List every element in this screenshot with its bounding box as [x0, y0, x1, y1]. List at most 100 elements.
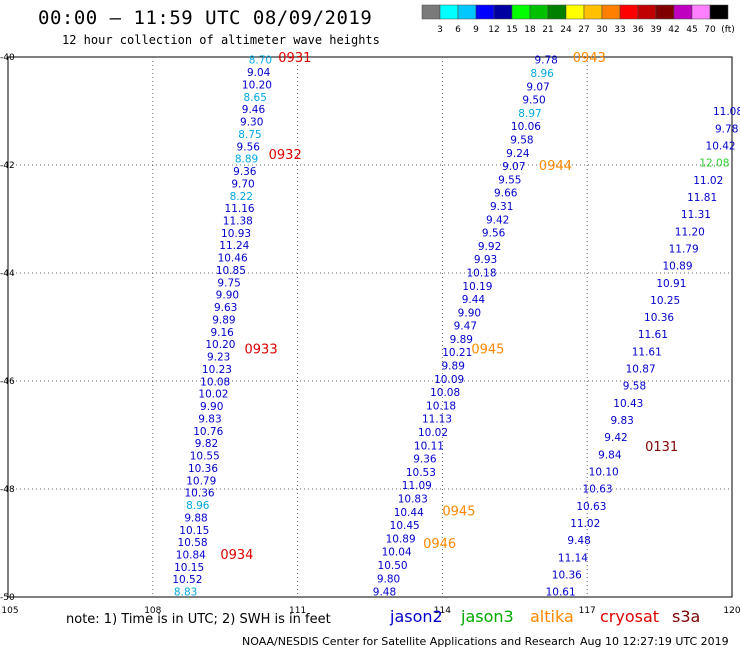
- wave-height-label: 9.89: [442, 361, 465, 373]
- legend-item-jason3: jason3: [461, 607, 514, 626]
- x-tick-label: 117: [579, 606, 596, 616]
- wave-height-label: 11.31: [681, 209, 711, 221]
- legend-item-cryosat: cryosat: [600, 607, 660, 626]
- wave-height-label: 9.75: [217, 277, 240, 289]
- wave-height-label: 9.16: [210, 327, 234, 339]
- colorbar-swatch: [565, 4, 585, 20]
- y-tick-label: -46: [0, 377, 15, 387]
- wave-height-label: 10.08: [200, 376, 230, 388]
- wave-height-label: 9.88: [184, 512, 207, 524]
- wave-height-label: 10.58: [178, 537, 208, 549]
- wave-height-label: 9.30: [240, 117, 263, 129]
- wave-height-label: 10.19: [462, 281, 492, 293]
- x-tick-label: 108: [144, 606, 161, 616]
- wave-height-label: 9.07: [526, 81, 549, 93]
- x-tick-label: 111: [289, 606, 306, 616]
- wave-height-label: 11.24: [219, 240, 249, 252]
- time-label: 0934: [220, 548, 253, 563]
- colorbar-label: 6: [455, 25, 461, 35]
- wave-height-label: 9.93: [474, 254, 497, 266]
- wave-height-label: 10.06: [511, 121, 541, 133]
- wave-height-label: 8.75: [238, 129, 261, 141]
- wave-height-label: 9.24: [506, 148, 530, 160]
- wave-height-label: 11.79: [669, 243, 699, 255]
- time-label: 0944: [539, 159, 572, 174]
- wave-height-label: 8.96: [186, 500, 210, 512]
- wave-height-label: 11.14: [558, 552, 588, 564]
- footer-credit: NOAA/NESDIS Center for Satellite Applica…: [242, 635, 576, 648]
- colorbar-legend: 3 6 9 12 15 18 21 24 27 30 33 36 39 42 45 70 (ft): [421, 4, 735, 35]
- satellite-tracks: 8.709.0410.208.659.469.308.759.568.899.3…: [172, 51, 740, 599]
- wave-height-label: 9.89: [212, 314, 235, 326]
- y-tick-label: -44: [0, 269, 15, 279]
- wave-height-label: 10.11: [414, 440, 444, 452]
- wave-height-label: 11.16: [225, 203, 255, 215]
- colorbar-swatch: [475, 4, 495, 20]
- wave-height-label: 10.87: [626, 364, 656, 376]
- time-label: 0945: [471, 343, 504, 358]
- wave-height-label: 10.36: [188, 463, 218, 475]
- colorbar-swatch: [619, 4, 639, 20]
- x-tick-label: 120: [723, 606, 740, 616]
- legend-item-altika: altika: [530, 607, 574, 626]
- page-subtitle: 12 hour collection of altimeter wave hei…: [62, 33, 380, 47]
- wave-height-label: 10.85: [216, 265, 246, 277]
- x-tick-label: 114: [434, 606, 451, 616]
- wave-height-label: 8.89: [235, 154, 258, 166]
- colorbar-label: 27: [578, 25, 589, 35]
- time-label: 0933: [245, 343, 278, 358]
- wave-height-label: 9.58: [623, 381, 646, 393]
- wave-height-label: 9.90: [458, 307, 481, 319]
- wave-height-label: 9.66: [494, 188, 518, 200]
- colorbar-label: 18: [524, 25, 536, 35]
- footer-note: note: 1) Time is in UTC; 2) SWH is in fe…: [66, 612, 331, 627]
- time-label: 0931: [278, 51, 311, 66]
- wave-height-label: 9.82: [195, 438, 218, 450]
- wave-height-label: 10.93: [221, 228, 251, 240]
- colorbar-swatch: [529, 4, 549, 20]
- wave-height-label: 9.48: [567, 535, 590, 547]
- wave-height-label: 10.63: [576, 501, 606, 513]
- colorbar-swatch: [709, 4, 729, 20]
- wave-height-label: 10.25: [650, 295, 680, 307]
- legend-item-s3a: s3a: [672, 607, 701, 626]
- colorbar-swatch: [673, 4, 693, 20]
- wave-height-label: 9.55: [498, 174, 521, 186]
- wave-height-label: 9.70: [231, 178, 254, 190]
- colorbar-swatch: [421, 4, 441, 20]
- colorbar-label: 15: [506, 25, 517, 35]
- wave-height-label: 9.31: [490, 201, 513, 213]
- wave-height-label: 10.52: [172, 574, 202, 586]
- wave-height-label: 11.61: [632, 346, 662, 358]
- wave-height-label: 10.36: [185, 488, 215, 500]
- colorbar-swatch: [547, 4, 567, 20]
- wave-height-label: 9.92: [478, 241, 501, 253]
- wave-height-label: 10.89: [386, 533, 416, 545]
- wave-height-label: 9.44: [462, 294, 486, 306]
- wave-height-label: 11.38: [223, 216, 253, 228]
- colorbar-label: (ft): [721, 25, 735, 35]
- wave-height-label: 8.96: [530, 68, 554, 80]
- wave-height-label: 9.58: [510, 134, 533, 146]
- wave-height-label: 9.46: [242, 104, 266, 116]
- wave-height-label: 10.83: [398, 494, 428, 506]
- wave-height-label: 10.02: [418, 427, 448, 439]
- colorbar-label: 36: [632, 25, 644, 35]
- wave-height-label: 10.36: [552, 569, 582, 581]
- wave-height-label: 10.08: [430, 387, 460, 399]
- colorbar-label: 42: [668, 25, 679, 35]
- wave-height-label: 11.81: [687, 192, 717, 204]
- wave-height-label: 11.20: [675, 226, 705, 238]
- wave-height-label: 9.50: [522, 95, 545, 107]
- wave-height-label: 11.13: [422, 414, 452, 426]
- time-label: 0131: [645, 440, 678, 455]
- wave-height-label: 10.55: [190, 451, 220, 463]
- colorbar-swatch: [637, 4, 657, 20]
- colorbar-label: 33: [614, 25, 625, 35]
- colorbar-label: 45: [686, 25, 697, 35]
- wave-height-label: 11.09: [402, 480, 432, 492]
- colorbar-label: 9: [473, 25, 479, 35]
- wave-height-label: 9.90: [200, 401, 223, 413]
- plot-frame: [7, 56, 733, 598]
